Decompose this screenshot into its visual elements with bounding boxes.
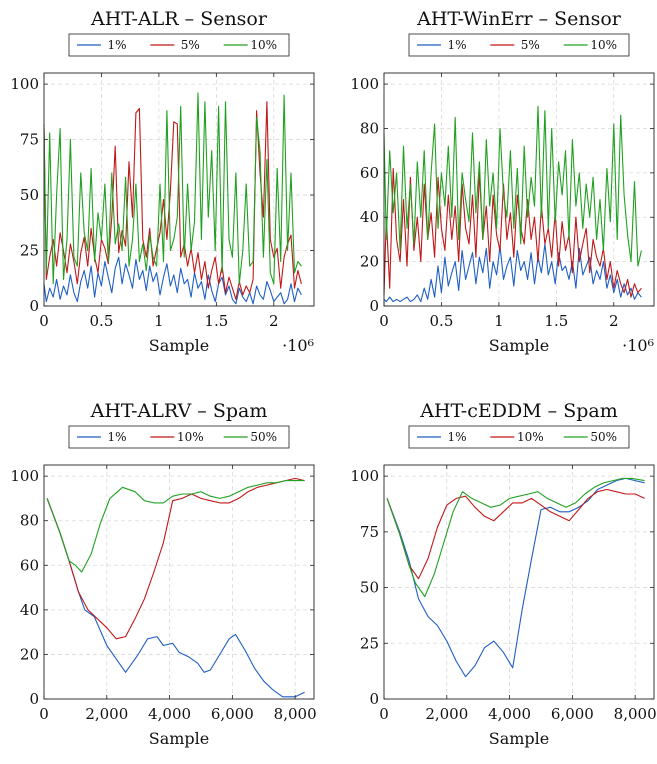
legend-entry-label: 1%	[447, 430, 466, 444]
legend-box	[68, 425, 290, 449]
x-tick-label: 0	[379, 312, 389, 330]
series-line-50pct	[386, 477, 645, 598]
legend-box	[408, 33, 630, 57]
x-tick-label: 8,000	[614, 705, 657, 723]
x-tick-label: 0	[39, 312, 49, 330]
chart-panel-1: AHT-ALR – Sensor 0 0.5 1 1.5 2 0 25 50 75 100 Sampl…	[10, 8, 315, 355]
y-tick-label: 50	[360, 579, 379, 597]
legend-entry-label: 10%	[250, 38, 277, 52]
legend: 1% 10% 50%	[408, 425, 630, 449]
series-line-1pct	[46, 498, 305, 698]
chart-title: AHT-cEDDM – Spam	[419, 400, 617, 422]
y-tick-label: 25	[360, 634, 379, 652]
x-tick-label: 1.5	[544, 312, 568, 330]
y-tick-label: 25	[20, 242, 39, 260]
legend-box	[408, 425, 630, 449]
y-tick-label: 100	[350, 75, 379, 93]
legend: 1% 10% 50%	[68, 425, 290, 449]
series-line-10pct	[386, 488, 645, 580]
x-tick-label: 0.5	[430, 312, 454, 330]
legend-entry-label: 50%	[590, 430, 617, 444]
legend-entry-label: 1%	[107, 430, 126, 444]
plot-frame	[383, 464, 655, 700]
x-tick-label: 1.5	[204, 312, 228, 330]
x-tick-label: 2,000	[85, 705, 128, 723]
plot-frame	[43, 72, 315, 307]
series-line-50pct	[46, 480, 305, 573]
x-axis-label: Sample	[149, 729, 210, 748]
x-tick-label: 2	[269, 312, 279, 330]
x-tick-label: 0.5	[90, 312, 114, 330]
series-line-1pct	[43, 256, 302, 305]
x-axis-multiplier: ·10⁶	[622, 336, 654, 355]
legend-entry-label: 5%	[521, 38, 540, 52]
x-tick-label: 4,000	[148, 705, 191, 723]
x-tick-label: 8,000	[274, 705, 317, 723]
chart-title: AHT-ALRV – Spam	[90, 400, 268, 422]
x-tick-label: 6,000	[551, 705, 594, 723]
series-line-10pct	[46, 477, 305, 640]
x-tick-label: 1	[154, 312, 164, 330]
plot-frame	[383, 72, 655, 307]
legend: 1% 5% 10%	[68, 33, 290, 57]
y-tick-label: 100	[10, 467, 39, 485]
legend-entry-label: 10%	[177, 430, 204, 444]
series-line-10pct	[383, 105, 642, 267]
y-tick-label: 80	[20, 512, 39, 530]
legend-box	[68, 33, 290, 57]
y-tick-label: 40	[20, 601, 39, 619]
x-tick-label: 6,000	[211, 705, 254, 723]
chart-title: AHT-ALR – Sensor	[90, 8, 268, 30]
y-tick-label: 50	[20, 186, 39, 204]
x-tick-label: 2	[609, 312, 619, 330]
chart-panel-4: AHT-cEDDM – Spam 0 2,000 4,000 6,000 8,000 0 25…	[350, 400, 656, 748]
chart-panel-3: AHT-ALRV – Spam 0 2,000 4,000 6,000 8,000 0 20 4…	[10, 400, 316, 748]
chart-title: AHT-WinErr – Sensor	[416, 8, 622, 30]
series-line-5pct	[43, 101, 302, 300]
x-tick-label: 4,000	[488, 705, 531, 723]
y-tick-label: 100	[10, 75, 39, 93]
x-tick-label: 2,000	[425, 705, 468, 723]
y-tick-label: 100	[350, 467, 379, 485]
y-tick-label: 0	[369, 690, 379, 708]
y-tick-label: 75	[360, 523, 379, 541]
x-tick-label: 0	[39, 705, 49, 723]
legend: 1% 5% 10%	[408, 33, 630, 57]
x-tick-label: 0	[379, 705, 389, 723]
y-tick-label: 40	[360, 208, 379, 226]
legend-entry-label: 1%	[107, 38, 126, 52]
legend-entry-label: 50%	[250, 430, 277, 444]
series-line-10pct	[43, 92, 302, 285]
y-tick-label: 20	[360, 253, 379, 271]
x-axis-label: Sample	[489, 729, 550, 748]
series-line-5pct	[383, 167, 642, 298]
x-axis-label: Sample	[149, 336, 210, 355]
series-line-1pct	[383, 243, 642, 303]
y-tick-label: 75	[20, 131, 39, 149]
y-tick-label: 0	[29, 690, 39, 708]
legend-entry-label: 5%	[181, 38, 200, 52]
legend-entry-label: 1%	[447, 38, 466, 52]
y-tick-label: 0	[369, 297, 379, 315]
x-axis-multiplier: ·10⁶	[282, 336, 314, 355]
x-axis-label: Sample	[489, 336, 550, 355]
y-tick-label: 80	[360, 119, 379, 137]
series-line-1pct	[386, 477, 645, 678]
y-tick-label: 60	[20, 556, 39, 574]
legend-entry-label: 10%	[517, 430, 544, 444]
y-tick-label: 20	[20, 645, 39, 663]
y-tick-label: 60	[360, 164, 379, 182]
x-tick-label: 1	[494, 312, 504, 330]
y-tick-label: 0	[29, 297, 39, 315]
plot-frame	[43, 464, 315, 700]
legend-entry-label: 10%	[590, 38, 617, 52]
